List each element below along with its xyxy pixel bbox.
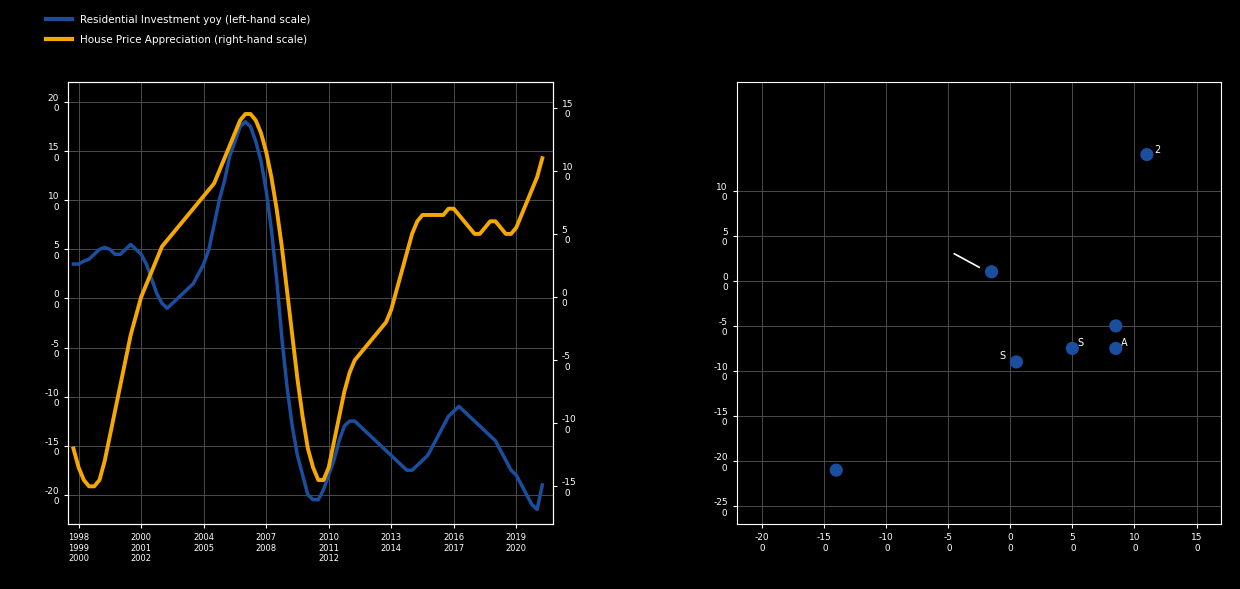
Text: S: S <box>1078 338 1084 348</box>
Text: S: S <box>999 352 1006 362</box>
Point <box>826 465 846 475</box>
Legend: Residential Investment yoy (left-hand scale), House Price Appreciation (right-ha: Residential Investment yoy (left-hand sc… <box>42 11 314 48</box>
Text: 2: 2 <box>1153 145 1161 155</box>
Point <box>982 267 1002 276</box>
Point <box>1137 150 1157 159</box>
Text: A: A <box>1121 338 1128 348</box>
Point <box>1106 344 1126 353</box>
Point <box>1007 357 1027 366</box>
Point <box>1106 321 1126 330</box>
Point <box>1063 344 1083 353</box>
